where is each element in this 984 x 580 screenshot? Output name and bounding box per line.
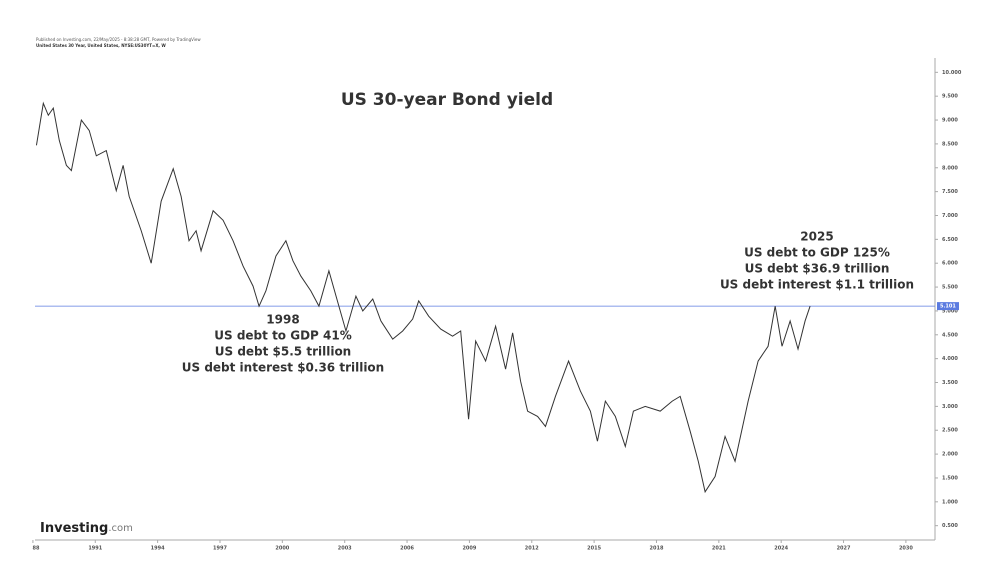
y-tick-label: 3.500 <box>942 380 958 386</box>
y-tick-label: 1.000 <box>942 499 958 505</box>
y-tick-label: 9.000 <box>942 118 958 124</box>
y-tick-label: 4.500 <box>942 332 958 338</box>
y-tick-label: 2.000 <box>942 452 958 458</box>
annotation-line: US debt $36.9 trillion <box>745 262 890 276</box>
x-tick-label: 2000 <box>275 546 289 552</box>
header-line: Published on Investing.com, 22/May/2025 … <box>36 37 201 42</box>
last-value-box <box>937 302 959 311</box>
y-tick-label: 9.500 <box>942 94 958 100</box>
y-tick-label: 7.000 <box>942 213 958 219</box>
annotation: 1998 US debt to GDP 41% US debt $5.5 trill… <box>182 313 384 375</box>
x-tick-label: 2012 <box>525 546 539 552</box>
x-tick-label: 2003 <box>338 546 352 552</box>
y-tick-label: 1.500 <box>942 475 958 481</box>
y-tick-label: 0.500 <box>942 523 958 529</box>
annotation-line: 2025 <box>800 230 833 244</box>
x-tick-label: 2027 <box>837 546 851 552</box>
x-tick-label: 2030 <box>899 546 913 552</box>
y-tick-label: 5.500 <box>942 285 958 291</box>
y-tick-label: 8.500 <box>942 141 958 147</box>
y-tick-label: 6.000 <box>942 261 958 267</box>
y-tick-label: 2.500 <box>942 428 958 434</box>
x-tick-label: 2024 <box>774 546 788 552</box>
y-tick-label: 7.500 <box>942 189 958 195</box>
x-tick-label: 2009 <box>462 546 476 552</box>
logo-name: Investing <box>40 521 108 536</box>
annotation-line: US debt to GDP 41% <box>214 329 351 343</box>
y-tick-label: 8.000 <box>942 165 958 171</box>
y-tick-label: 6.500 <box>942 237 958 243</box>
logo: Investing.com <box>40 521 133 536</box>
logo-suffix: .com <box>108 523 133 534</box>
x-tick-label: 2015 <box>587 546 601 552</box>
last-value-label: 5.101 <box>940 304 956 310</box>
annotation-line: US debt to GDP 125% <box>744 246 890 260</box>
x-tick-label: 1994 <box>151 546 165 552</box>
annotation-line: US debt interest $1.1 trillion <box>720 278 914 292</box>
chart-title: US 30-year Bond yield <box>341 90 553 110</box>
x-tick-label: 2006 <box>400 546 414 552</box>
y-tick-label: 4.000 <box>942 356 958 362</box>
y-tick-label: 5.000 <box>942 308 958 314</box>
annotation-line: US debt $5.5 trillion <box>215 345 351 359</box>
x-tick-label: 1997 <box>213 546 227 552</box>
y-tick-label: 3.000 <box>942 404 958 410</box>
x-tick-label: 2018 <box>650 546 664 552</box>
y-tick-label: 10.000 <box>942 70 962 76</box>
x-tick-label: 88 <box>33 546 40 552</box>
annotation-line: 1998 <box>266 313 299 327</box>
x-tick-label: 2021 <box>712 546 726 552</box>
x-tick-label: 1991 <box>88 546 102 552</box>
data-line <box>35 101 811 494</box>
annotation-line: US debt interest $0.36 trillion <box>182 361 384 375</box>
annotation: 2025 US debt to GDP 125% US debt $36.9 tri… <box>720 230 914 292</box>
header-line: United States 30 Year, United States, NY… <box>36 43 166 48</box>
